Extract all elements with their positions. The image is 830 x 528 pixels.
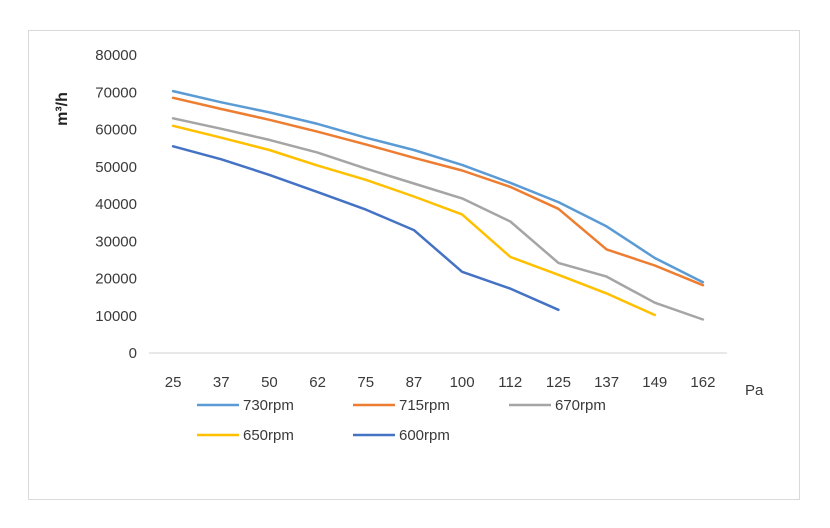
x-tick-labels: 25 37 50 62 75 87 100 112 125 137 149 162	[165, 374, 716, 391]
x-tick-label: 25	[165, 374, 182, 391]
y-tick-label: 50000	[95, 159, 137, 176]
x-tick-label: 37	[213, 374, 230, 391]
y-tick-label: 40000	[95, 196, 137, 213]
y-tick-label: 0	[129, 345, 137, 362]
series-line-715rpm	[171, 96, 705, 287]
y-tick-label: 30000	[95, 233, 137, 250]
x-axis-unit: Pa	[745, 382, 764, 399]
x-tick-label: 75	[357, 374, 374, 391]
x-tick-label: 62	[309, 374, 326, 391]
legend-item-670rpm: 670rpm	[509, 397, 606, 414]
y-tick-label: 80000	[95, 47, 137, 64]
legend-label: 730rpm	[243, 397, 294, 414]
legend-item-650rpm: 650rpm	[197, 427, 294, 444]
x-tick-label: 50	[261, 374, 278, 391]
series-line-650rpm	[171, 124, 657, 317]
series-line-730rpm	[171, 89, 705, 284]
legend-item-730rpm: 730rpm	[197, 397, 294, 414]
legend-item-600rpm: 600rpm	[353, 427, 450, 444]
y-tick-label: 10000	[95, 308, 137, 325]
y-tick-label: 60000	[95, 122, 137, 139]
legend-item-715rpm: 715rpm	[353, 397, 450, 414]
x-tick-label: 149	[642, 374, 667, 391]
x-tick-label: 87	[406, 374, 423, 391]
legend-label: 600rpm	[399, 427, 450, 444]
x-tick-label: 162	[690, 374, 715, 391]
y-axis-label: m³/h	[54, 92, 71, 126]
series-line-600rpm	[171, 145, 560, 312]
legend: 730rpm 715rpm 670rpm 650rpm 600rpm	[197, 397, 606, 444]
legend-label: 650rpm	[243, 427, 294, 444]
line-chart: 0 10000 20000 30000 40000 50000 60000 70000 8000…	[54, 47, 764, 444]
series-lines	[171, 89, 705, 321]
y-tick-label: 20000	[95, 271, 137, 288]
x-tick-label: 125	[546, 374, 571, 391]
y-tick-labels: 0 10000 20000 30000 40000 50000 60000 70000 8000…	[95, 47, 137, 362]
x-tick-label: 112	[498, 374, 522, 391]
chart-frame: 0 10000 20000 30000 40000 50000 60000 70000 8000…	[28, 30, 800, 500]
x-tick-label: 100	[450, 374, 475, 391]
x-tick-label: 137	[594, 374, 619, 391]
legend-label: 715rpm	[399, 397, 450, 414]
legend-label: 670rpm	[555, 397, 606, 414]
series-line-670rpm	[171, 117, 705, 321]
y-tick-label: 70000	[95, 84, 137, 101]
